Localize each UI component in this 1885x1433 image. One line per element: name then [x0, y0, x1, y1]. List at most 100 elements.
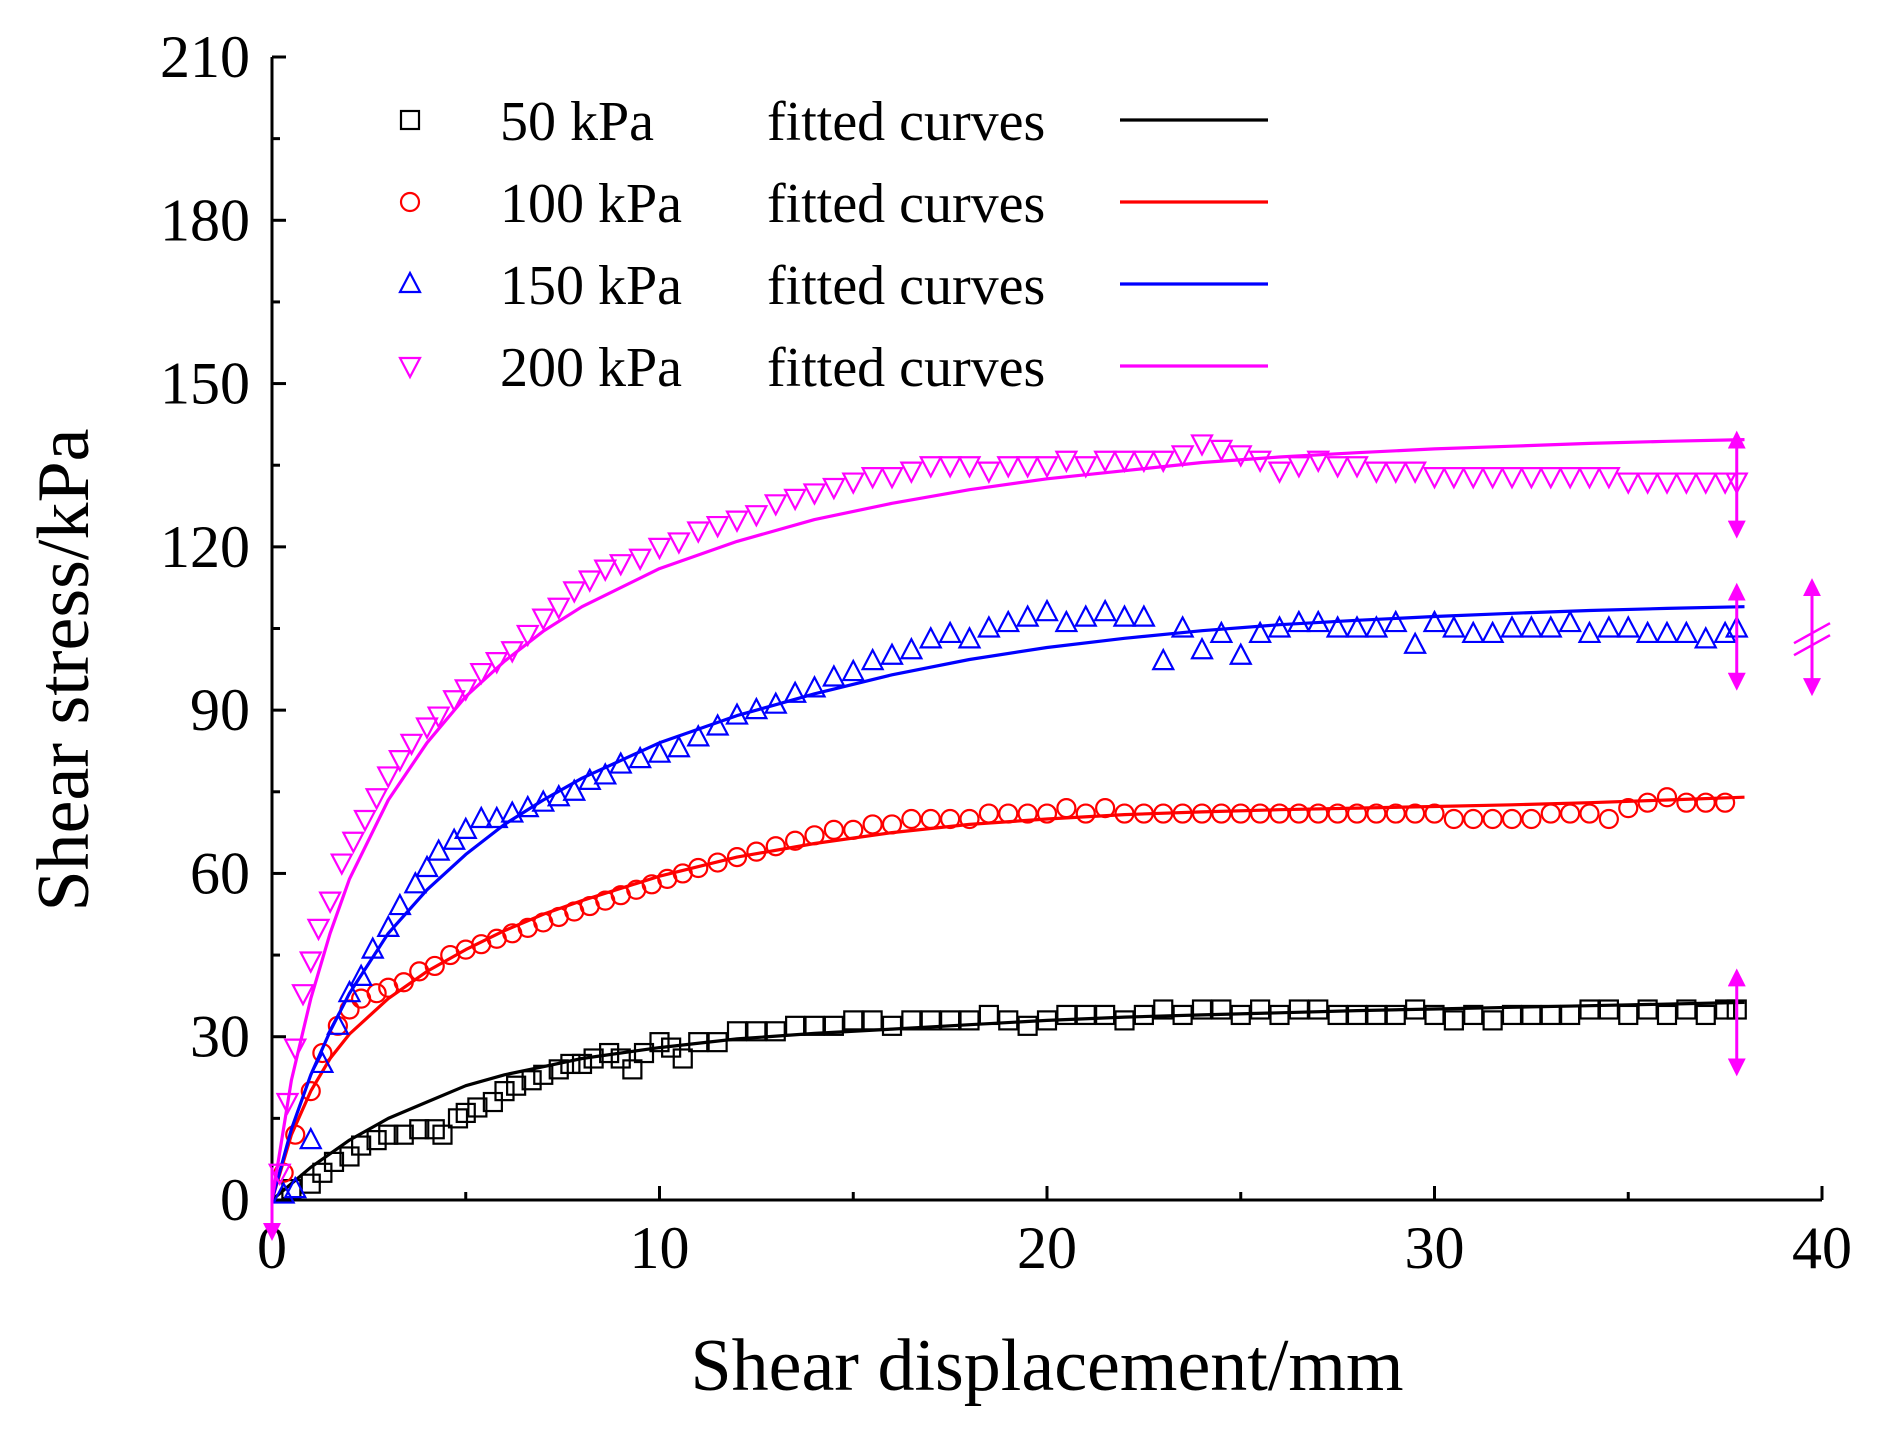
data-point — [918, 626, 943, 649]
data-point — [1346, 803, 1368, 824]
legend-series-label: 200 kPa — [500, 337, 682, 399]
data-point — [1597, 615, 1621, 638]
data-point — [300, 1081, 321, 1102]
data-point — [608, 751, 633, 774]
legend-fit-label: fitted curves — [767, 337, 1045, 399]
data-point — [376, 766, 401, 789]
data-point — [399, 733, 424, 757]
data-point — [1422, 609, 1447, 633]
data-point — [1538, 467, 1563, 490]
x-axis: 0 10 20 30 40 — [257, 1186, 1852, 1281]
data-point — [291, 984, 315, 1007]
data-point — [686, 723, 711, 747]
data-point — [726, 846, 748, 868]
data-point — [628, 745, 652, 769]
data-point — [661, 1037, 682, 1058]
data-point — [1695, 792, 1716, 813]
data-point — [312, 1162, 333, 1183]
data-point — [482, 1091, 503, 1113]
data-point — [957, 456, 982, 479]
data-point — [918, 456, 943, 479]
data-point — [802, 675, 827, 698]
data-point — [977, 615, 1001, 638]
data-point — [560, 1053, 581, 1075]
data-point — [726, 1021, 748, 1042]
data-point — [484, 652, 509, 675]
y-axis-label: Shear stress/kPa — [23, 429, 105, 912]
data-point — [403, 870, 428, 894]
data-point — [1480, 620, 1505, 644]
data-point — [1519, 615, 1544, 638]
break-mark — [1793, 634, 1831, 657]
data-point — [1325, 615, 1350, 638]
data-point — [1482, 1010, 1503, 1031]
data-point — [1405, 803, 1426, 824]
data-point — [998, 803, 1019, 824]
data-point — [1346, 1004, 1368, 1026]
data-point — [378, 1124, 399, 1145]
data-point — [610, 1048, 631, 1069]
data-point — [1577, 467, 1602, 490]
data-point — [1715, 792, 1736, 813]
data-point — [329, 853, 354, 876]
series-200-kpa — [267, 434, 1749, 1201]
data-point — [1133, 803, 1154, 824]
data-point — [1114, 803, 1135, 824]
data-point — [469, 662, 494, 686]
data-point — [1443, 1010, 1464, 1031]
data-point — [1170, 445, 1195, 468]
data-point — [1385, 803, 1406, 824]
data-point — [1267, 615, 1292, 638]
data-point — [1345, 456, 1369, 479]
data-point — [622, 1059, 643, 1080]
x-axis-label: Shear displacement/mm — [690, 1325, 1403, 1407]
legend-series-label: 150 kPa — [500, 255, 682, 317]
data-point — [881, 1015, 903, 1036]
data-point — [920, 1010, 941, 1031]
data-point — [577, 570, 602, 593]
data-point — [531, 789, 556, 812]
data-point — [1015, 456, 1040, 479]
data-point — [1405, 999, 1426, 1020]
data-point — [996, 456, 1021, 479]
data-point — [1500, 615, 1524, 638]
data-point — [1500, 467, 1524, 490]
data-point — [725, 510, 749, 534]
data-point — [1364, 615, 1389, 638]
data-point — [1540, 1004, 1561, 1026]
data-point — [339, 1146, 360, 1167]
data-point — [298, 1126, 323, 1150]
data-point — [785, 830, 806, 851]
data-point — [860, 467, 885, 490]
data-point — [337, 979, 362, 1003]
data-point — [415, 854, 439, 878]
data-point — [686, 521, 711, 544]
data-point — [1132, 604, 1156, 627]
data-point — [1073, 456, 1098, 479]
data-point — [977, 461, 1001, 485]
data-point — [823, 819, 844, 840]
data-point — [1345, 615, 1369, 638]
data-point — [599, 1042, 620, 1064]
data-point — [1054, 609, 1079, 633]
data-point — [310, 1050, 335, 1074]
data-point — [707, 852, 728, 873]
data-point — [1015, 604, 1040, 627]
data-point — [494, 1081, 515, 1102]
data-point — [998, 1010, 1019, 1031]
data-point — [1598, 808, 1619, 830]
data-point — [880, 642, 904, 665]
y-tick-label: 30 — [190, 1004, 250, 1070]
data-point — [1480, 467, 1505, 490]
data-point — [546, 597, 571, 621]
data-point — [1056, 1004, 1077, 1026]
legend-fit-label: fitted curves — [767, 255, 1045, 317]
data-point — [1228, 445, 1253, 468]
data-point — [823, 1015, 844, 1036]
data-point — [1560, 803, 1581, 824]
fitted-curve — [270, 605, 1745, 1201]
data-point — [978, 803, 999, 824]
data-point — [1308, 999, 1329, 1020]
data-point — [841, 472, 866, 495]
y-tick-label: 60 — [190, 840, 250, 906]
